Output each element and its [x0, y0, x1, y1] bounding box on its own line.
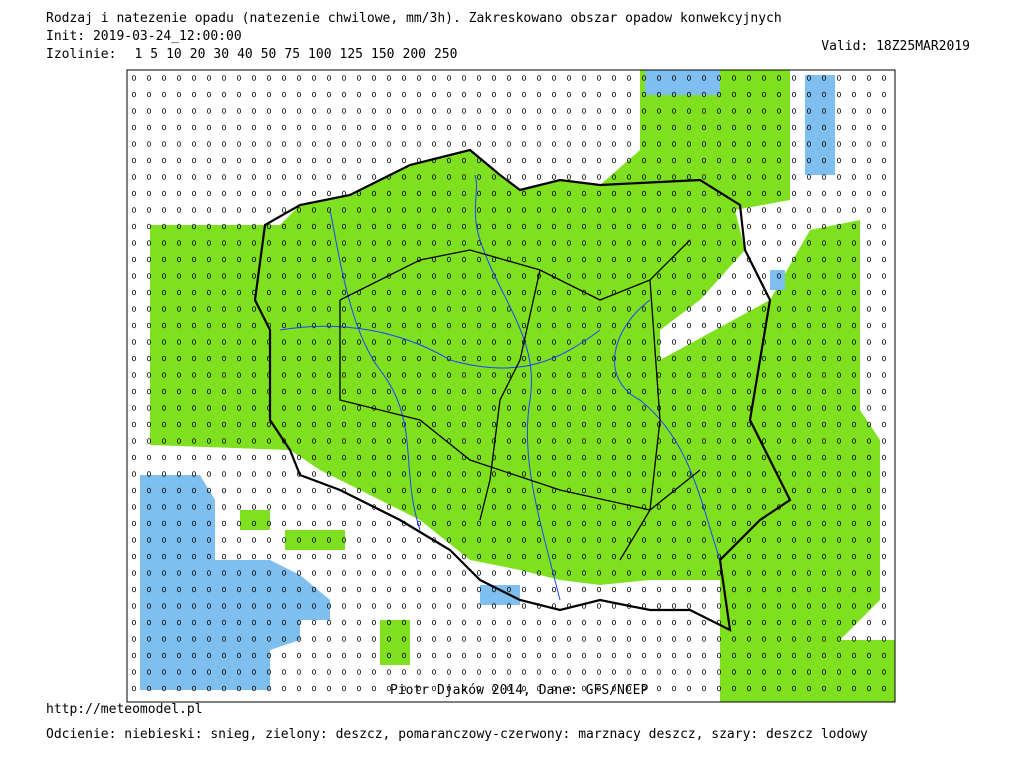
legend: Odcienie: niebieski: snieg, zielony: des…: [46, 727, 868, 742]
region-border: [619, 279, 661, 561]
isoline-value: 5: [150, 47, 158, 62]
title: Rodzaj i natezenie opadu (natezenie chwi…: [46, 11, 782, 26]
isoline-value: 30: [213, 47, 229, 62]
isoline-value: 100: [308, 47, 331, 62]
region-border: [479, 269, 541, 521]
river: [614, 299, 721, 561]
river: [279, 325, 601, 369]
isolines-label: Izolinie:: [46, 47, 116, 62]
credit: Piotr Djaków 2014, Dane: GFS/NCEP: [390, 683, 648, 698]
map: Piotr Djaków 2014, Dane: GFS/NCEP: [127, 70, 895, 702]
isoline-value: 125: [340, 47, 363, 62]
isoline-value: 250: [434, 47, 457, 62]
isolines: Izolinie: 1 5 10 20 30 40 50 75 100 125 150 200 250: [46, 47, 457, 62]
isoline-value: 10: [166, 47, 182, 62]
isoline-value: 200: [403, 47, 426, 62]
url: http://meteomodel.pl: [46, 702, 203, 717]
isoline-value: 50: [261, 47, 277, 62]
rivers: [279, 174, 721, 601]
isoline-value: 1: [134, 47, 142, 62]
country-border: [253, 148, 792, 632]
isoline-value: 20: [190, 47, 206, 62]
isoline-value: 75: [284, 47, 300, 62]
precip-grid: [127, 70, 895, 702]
valid-time: Valid: 18Z25MAR2019: [821, 39, 970, 54]
region-borders: [339, 239, 701, 561]
isoline-value: 150: [371, 47, 394, 62]
map-frame: [126, 69, 896, 703]
river: [329, 209, 421, 531]
isoline-value: 40: [237, 47, 253, 62]
init: Init: 2019-03-24_12:00:00: [46, 29, 242, 44]
river: [474, 174, 561, 601]
